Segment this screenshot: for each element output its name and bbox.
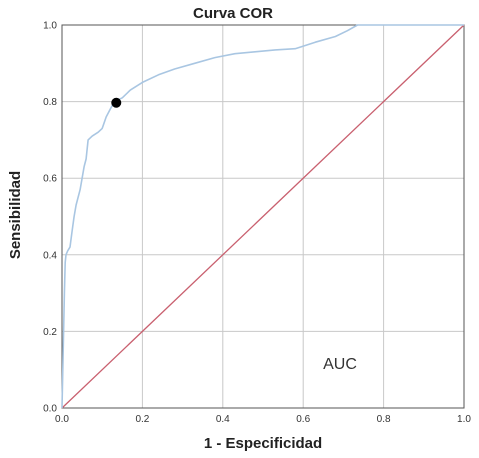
y-tick-labels: 0.0 0.2 0.4 0.6 0.8 1.0 bbox=[43, 21, 57, 415]
y-tick-label: 0.8 bbox=[43, 97, 57, 108]
y-axis-label: Sensibilidad bbox=[7, 171, 24, 259]
chart-title: Curva COR bbox=[193, 5, 273, 22]
cutoff-marker bbox=[111, 97, 122, 108]
x-tick-labels: 0.0 0.2 0.4 0.6 0.8 1.0 bbox=[55, 414, 471, 425]
x-axis-label: 1 - Especificidad bbox=[204, 435, 322, 452]
x-tick-label: 1.0 bbox=[457, 414, 471, 425]
y-tick-label: 0.6 bbox=[43, 174, 57, 185]
roc-curve bbox=[61, 24, 464, 409]
roc-line bbox=[61, 24, 464, 409]
y-tick-label: 0.0 bbox=[43, 404, 57, 415]
y-tick-label: 0.2 bbox=[43, 327, 57, 338]
auc-annotation: AUC bbox=[323, 356, 357, 373]
y-tick-label: 1.0 bbox=[43, 21, 57, 32]
x-tick-label: 0.8 bbox=[377, 414, 391, 425]
x-tick-label: 0.4 bbox=[216, 414, 230, 425]
x-tick-label: 0.6 bbox=[296, 414, 310, 425]
plot-frame bbox=[61, 24, 465, 409]
x-tick-label: 0.2 bbox=[135, 414, 149, 425]
cutoff-point bbox=[111, 97, 122, 108]
y-tick-label: 0.4 bbox=[43, 250, 57, 261]
x-tick-label: 0.0 bbox=[55, 414, 69, 425]
reference-diagonal bbox=[61, 24, 465, 409]
reference-line bbox=[61, 24, 465, 409]
